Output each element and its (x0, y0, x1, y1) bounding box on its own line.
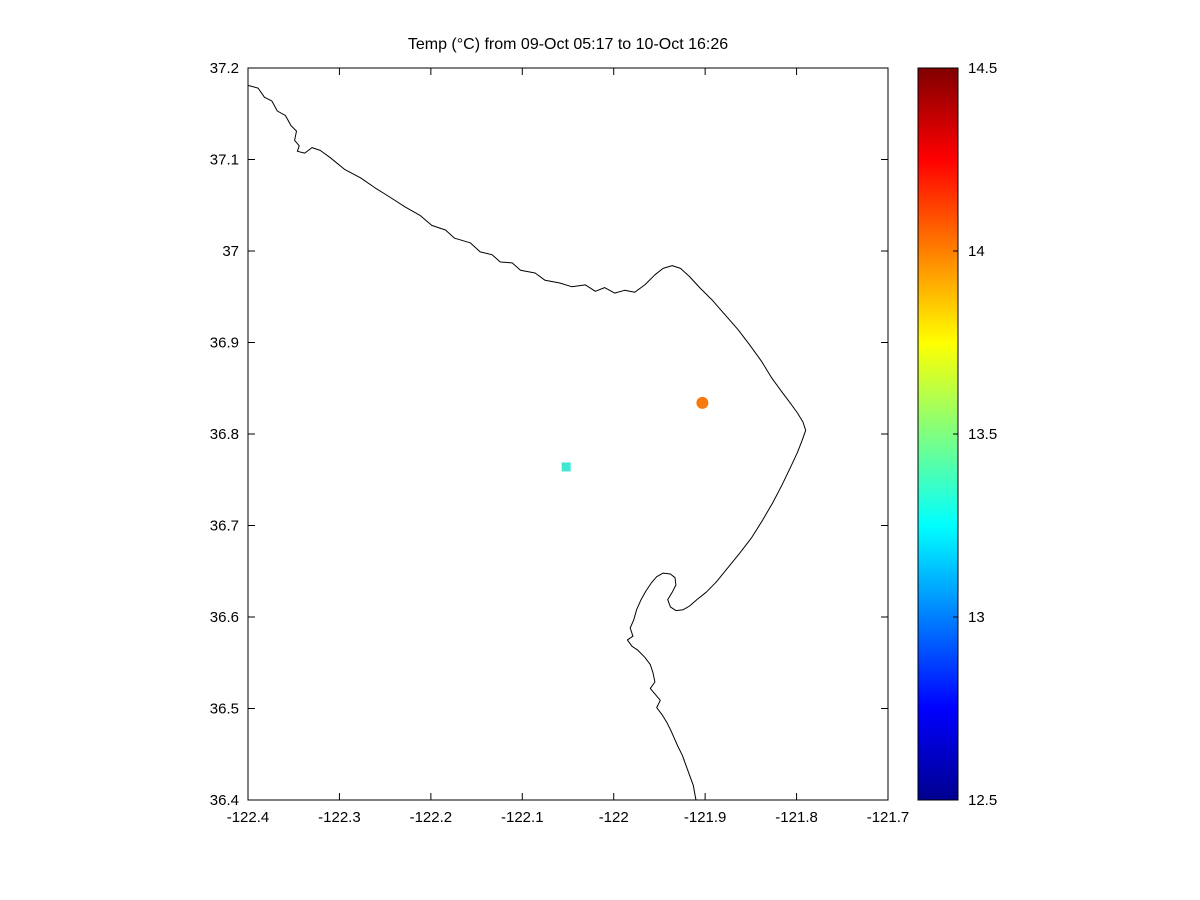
x-tick-label: -121.7 (867, 809, 910, 826)
x-tick-label: -122.3 (318, 809, 361, 826)
colorbar-tick-label: 13 (968, 609, 985, 626)
x-tick-label: -122 (599, 809, 629, 826)
x-tick-label: -122.4 (227, 809, 270, 826)
plot-title: Temp (°C) from 09-Oct 05:17 to 10-Oct 16… (407, 36, 729, 53)
x-tick-label: -121.9 (684, 809, 727, 826)
x-tick-label: -121.8 (775, 809, 818, 826)
data-point-square (561, 462, 571, 472)
axes-box (247, 67, 889, 801)
y-tick-label: 37 (222, 243, 239, 260)
y-tick-label: 36.8 (210, 426, 239, 443)
coastline-path (247, 84, 807, 801)
x-tick-label: -122.2 (410, 809, 453, 826)
colorbar-tick-label: 13.5 (968, 426, 997, 443)
data-point-circle (696, 396, 709, 409)
y-tick-label: 37.1 (210, 152, 239, 169)
x-tick-label: -122.1 (501, 809, 544, 826)
colorbar-gradient (918, 68, 958, 800)
y-tick-label: 37.2 (210, 60, 239, 77)
y-tick-label: 36.9 (210, 335, 239, 352)
y-tick-label: 36.5 (210, 701, 239, 718)
y-tick-label: 36.6 (210, 609, 239, 626)
y-tick-label: 36.4 (210, 792, 239, 809)
colorbar-tick-label: 14.5 (968, 60, 997, 77)
y-tick-label: 36.7 (210, 518, 239, 535)
colorbar-tick-label: 14 (968, 243, 985, 260)
colorbar-tick-label: 12.5 (968, 792, 997, 809)
